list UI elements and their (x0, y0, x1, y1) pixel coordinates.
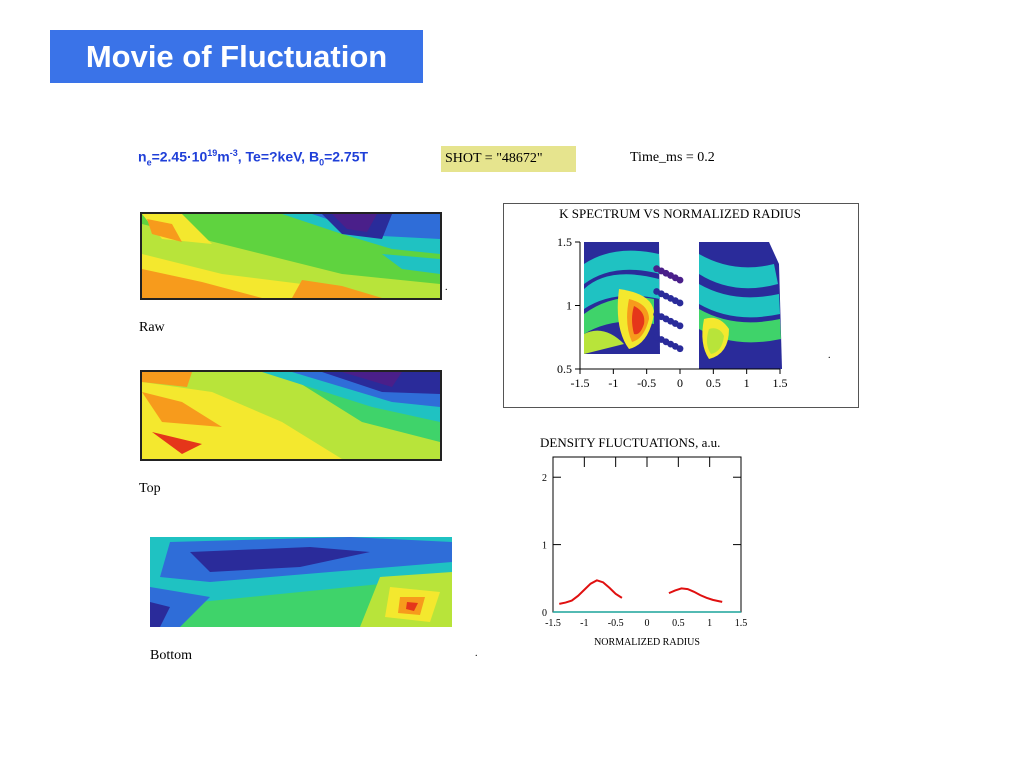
x-tick-label: 0 (645, 618, 650, 629)
x-tick-label: -0.5 (608, 618, 624, 629)
y-tick-label: 1 (566, 299, 572, 313)
x-tick-label: -1 (608, 376, 618, 390)
chart-title: DENSITY FLUCTUATIONS, a.u. (540, 435, 720, 450)
top-contour-plot (140, 370, 442, 461)
shot-number: SHOT = "48672" (441, 146, 576, 172)
fluctuation-series-line (668, 587, 723, 603)
x-tick-label: 0.5 (672, 618, 685, 629)
time-readout: Time_ms = 0.2 (630, 150, 715, 165)
y-tick-label: 2 (542, 473, 547, 484)
y-tick-label: 0.5 (557, 362, 572, 376)
k-point (676, 345, 684, 353)
bottom-label: Bottom (150, 648, 193, 663)
x-tick-label: 1.5 (735, 618, 748, 629)
x-tick-label: -1.5 (571, 376, 590, 390)
x-axis-label: NORMALIZED RADIUS (594, 637, 700, 647)
k-spectrum-right-blob (699, 242, 782, 369)
raw-contour-plot (140, 212, 442, 300)
k-spectrum-svg: K SPECTRUM VS NORMALIZED RADIUS -1.5 -1 -0… (557, 206, 801, 390)
top-label: Top (139, 481, 161, 496)
k-point (676, 299, 684, 307)
x-tick-label: 1 (744, 376, 750, 390)
k-point (676, 322, 684, 330)
dot-mark: . (445, 282, 448, 293)
x-tick-label: 0 (677, 376, 683, 390)
density-fluctuation-chart: DENSITY FLUCTUATIONS, a.u. NORMALIZED RA… (540, 435, 748, 647)
fluctuation-series-line (559, 579, 623, 605)
k-point (676, 276, 684, 284)
bottom-contour-plot (150, 537, 452, 627)
x-tick-label: -0.5 (637, 376, 656, 390)
raw-label: Raw (139, 320, 165, 335)
plot-frame (552, 456, 742, 613)
x-tick-label: 0.5 (706, 376, 721, 390)
k-spectrum-left-blob (584, 242, 660, 354)
y-tick-label: 1 (542, 541, 547, 552)
plasma-parameters: ne=2.45·1019m-3, Te=?keV, B0=2.75T (138, 148, 369, 168)
chart-title: K SPECTRUM VS NORMALIZED RADIUS (559, 206, 801, 221)
k-spectrum-chart: K SPECTRUM VS NORMALIZED RADIUS -1.5 -1 -0… (503, 203, 859, 408)
x-tick-label: 1.5 (773, 376, 788, 390)
y-tick-label: 0 (542, 608, 547, 619)
slide-title: Movie of Fluctuation (50, 30, 423, 83)
dot-mark: . (475, 648, 478, 659)
x-tick-label: -1.5 (545, 618, 561, 629)
x-tick-label: 1 (707, 618, 712, 629)
x-tick-label: -1 (580, 618, 588, 629)
y-tick-label: 1.5 (557, 235, 572, 249)
dot-mark: . (828, 350, 831, 361)
